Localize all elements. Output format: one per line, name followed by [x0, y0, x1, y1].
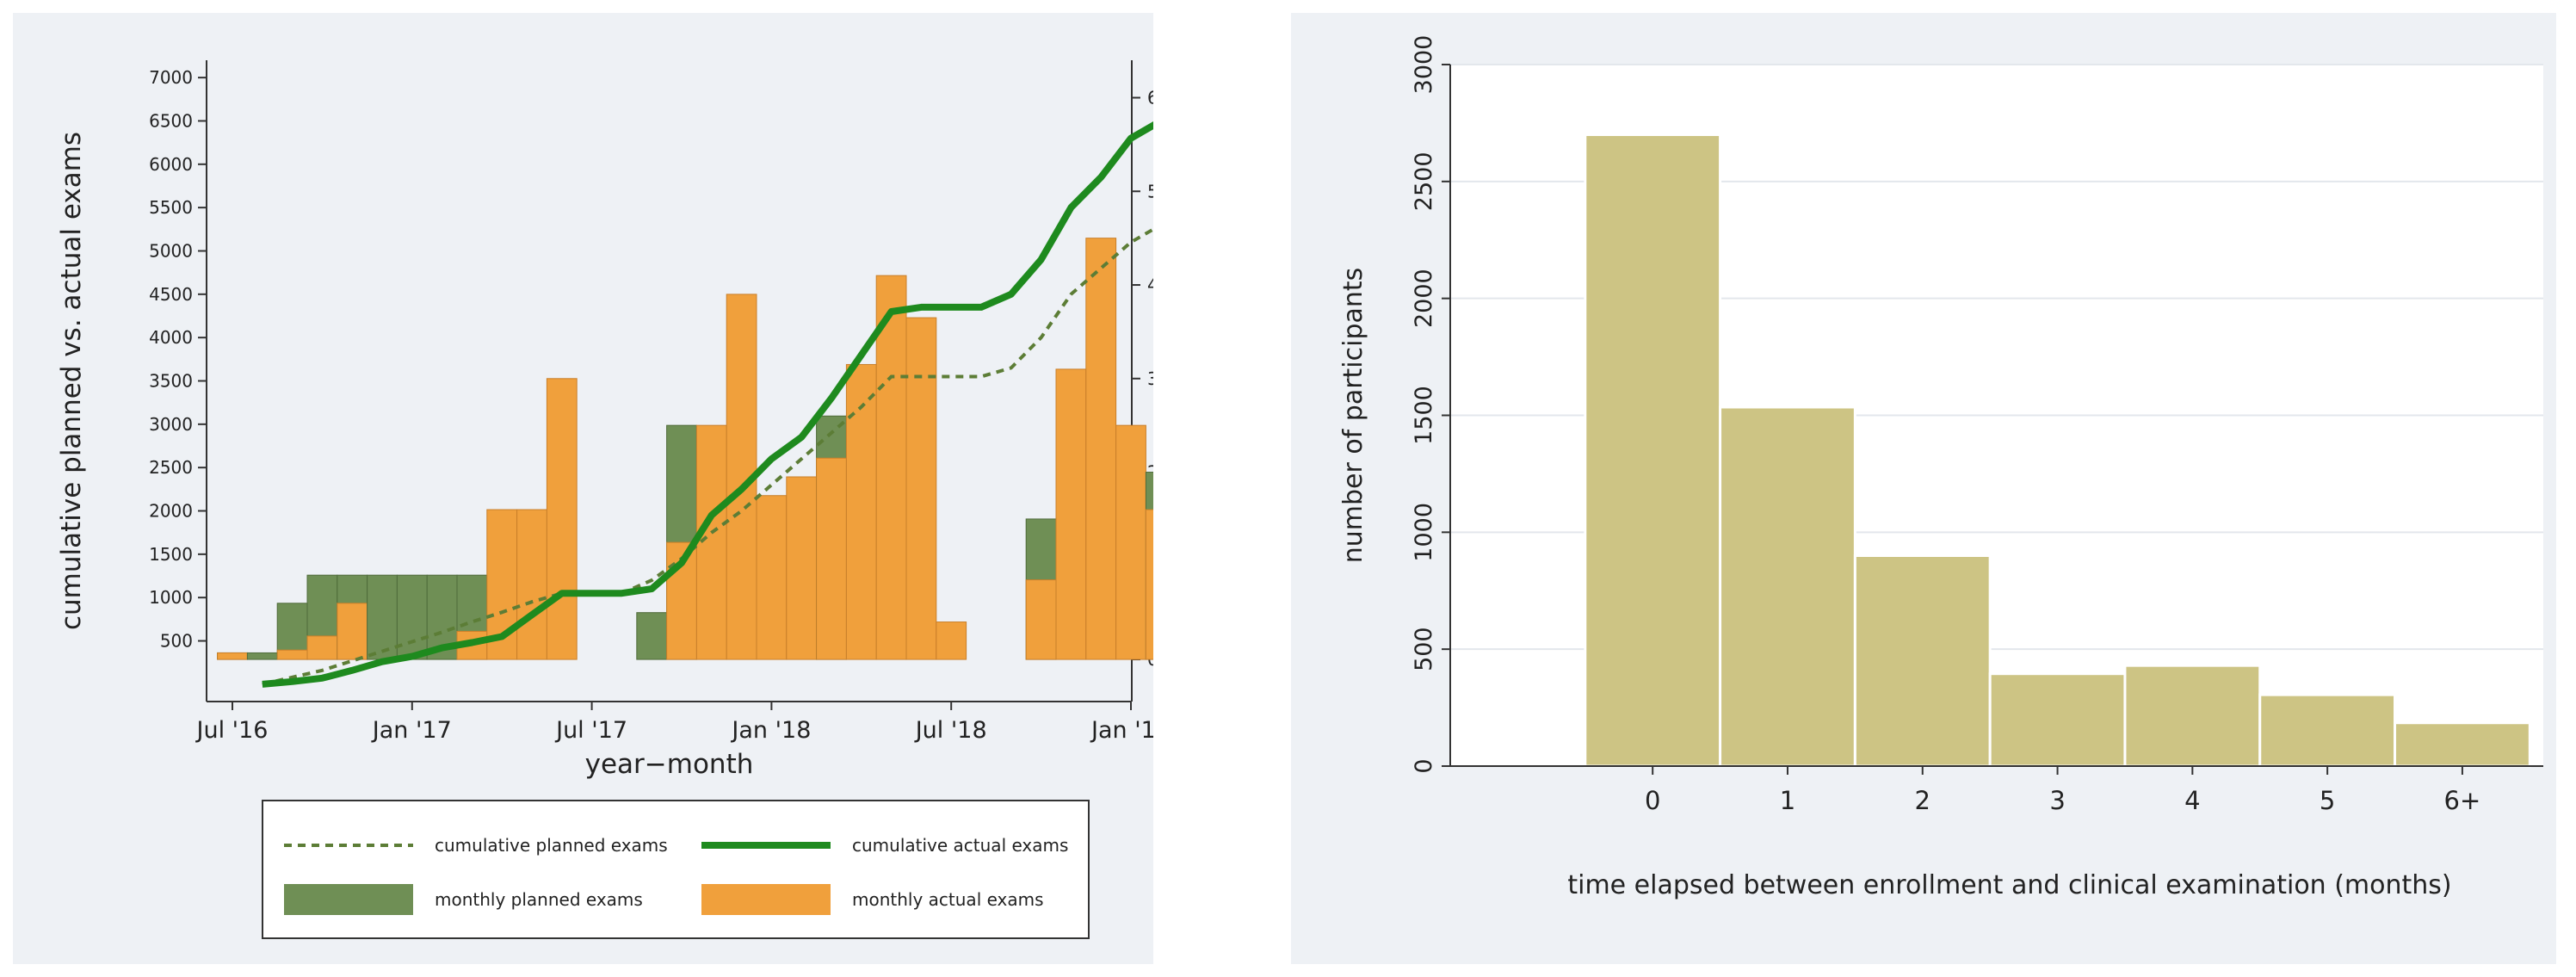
y-tick-label: 0 — [1411, 758, 1437, 773]
x-tick-label: 1 — [1780, 786, 1795, 815]
y-tick-label: 1000 — [1411, 503, 1437, 562]
monthly-actual-bar — [875, 275, 907, 660]
legend-label: cumulative actual exams — [852, 835, 1068, 856]
left-y-tick-label: 2000 — [149, 501, 193, 522]
x-tick-label: Jan '17 — [371, 717, 452, 744]
right-y-tick-label: 500 — [1147, 181, 1153, 201]
histogram-bar — [1988, 672, 2127, 768]
x-tick-label: 3 — [2049, 786, 2065, 815]
monthly-actual-bar — [816, 457, 847, 660]
left-y-tick-label: 5500 — [149, 197, 193, 218]
monthly-actual-bar — [546, 378, 578, 660]
y-tick-label: 3000 — [1411, 35, 1437, 95]
left-y-tick-label: 5000 — [149, 240, 193, 261]
monthly-actual-bar — [905, 317, 937, 660]
left-y-tick-label: 500 — [160, 631, 193, 652]
histogram-bar — [2258, 693, 2397, 768]
x-tick-label: 4 — [2184, 786, 2200, 815]
left-y-tick-label: 4500 — [149, 284, 193, 305]
y-tick-label: 2500 — [1411, 151, 1437, 211]
left-chart-panel: 500 1000 1500 2000 2500 3000 3500 4000 4500 5000 5… — [13, 13, 1264, 964]
x-tick-label: Jan '19 — [1090, 717, 1153, 744]
monthly-actual-bar — [1115, 424, 1146, 660]
x-axis-title: time elapsed between enrollment and clin… — [1567, 870, 2451, 900]
monthly-actual-bar — [217, 652, 248, 660]
right-y-tick-label: 600 — [1147, 88, 1153, 108]
x-tick-label: 5 — [2320, 786, 2335, 815]
right-y-tick-label: 400 — [1147, 275, 1153, 295]
left-y-tick-label: 1500 — [149, 544, 193, 565]
left-y-tick-label: 6500 — [149, 110, 193, 131]
x-tick-label: Jul '16 — [195, 717, 269, 744]
legend-label: monthly actual exams — [852, 889, 1044, 910]
monthly-actual-bar — [516, 509, 547, 660]
monthly-actual-bar — [276, 649, 308, 660]
x-tick-label: 6+ — [2444, 786, 2481, 815]
histogram-bar — [1584, 133, 1722, 768]
monthly-actual-bar — [337, 603, 368, 660]
left-y-tick-label: 7000 — [149, 67, 193, 88]
cumulative-exams-chart: 500 1000 1500 2000 2500 3000 3500 4000 4500 5000 5… — [56, 60, 1264, 939]
monthly-planned-bar — [246, 652, 278, 660]
x-tick-label: 2 — [1915, 786, 1930, 815]
monthly-actual-bar — [695, 424, 727, 660]
cumulative-planned-line — [262, 223, 1162, 686]
legend-swatch-actual-bar — [701, 884, 831, 915]
left-y-tick-label: 3500 — [149, 371, 193, 392]
left-y-tick-label: 2500 — [149, 457, 193, 478]
histogram-bar — [2394, 721, 2531, 768]
time-elapsed-histogram: 0 500 1000 1500 2000 2500 3000 0 1 2 3 4 5 6+ number o… — [1338, 35, 2543, 900]
left-y-tick-label: 3000 — [149, 414, 193, 435]
monthly-actual-bar — [306, 635, 338, 660]
legend-box — [262, 800, 1090, 939]
right-y-tick-label: 300 — [1147, 368, 1153, 389]
histogram-bar — [2123, 664, 2262, 768]
left-y-axis-title: cumulative planned vs. actual exams — [56, 132, 87, 630]
monthly-actual-bar — [1145, 509, 1177, 660]
legend-label: monthly planned exams — [435, 889, 643, 910]
monthly-actual-bar — [756, 495, 788, 660]
legend-swatch-planned-bar — [284, 884, 413, 915]
monthly-planned-bar — [367, 574, 398, 660]
left-y-tick-label: 1000 — [149, 587, 193, 608]
monthly-planned-bar — [636, 612, 668, 660]
monthly-actual-bar — [1085, 238, 1117, 660]
monthly-actual-bar — [786, 476, 818, 660]
x-tick-label: Jul '18 — [914, 717, 987, 744]
cumulative-actual-line — [262, 118, 1163, 688]
histogram-bar — [1853, 554, 1992, 768]
monthly-actual-bar — [936, 621, 967, 660]
right-chart-panel: 0 500 1000 1500 2000 2500 3000 0 1 2 3 4 5 6+ number o… — [1291, 13, 2556, 964]
y-tick-label: 2000 — [1411, 269, 1437, 328]
x-axis-title: year−month — [585, 749, 754, 780]
y-tick-label: 500 — [1411, 627, 1437, 671]
x-tick-label: Jan '18 — [730, 717, 811, 744]
x-tick-label: Jul '17 — [554, 717, 627, 744]
legend-label: cumulative planned exams — [435, 835, 668, 856]
histogram-bar — [1719, 405, 1856, 768]
left-y-tick-label: 4000 — [149, 327, 193, 348]
monthly-actual-bar — [1025, 579, 1057, 660]
monthly-actual-bar — [1055, 368, 1087, 660]
x-tick-label: 0 — [1645, 786, 1660, 815]
left-y-tick-label: 6000 — [149, 154, 193, 175]
y-axis-title: number of participants — [1338, 268, 1368, 564]
y-tick-label: 1500 — [1411, 386, 1437, 445]
